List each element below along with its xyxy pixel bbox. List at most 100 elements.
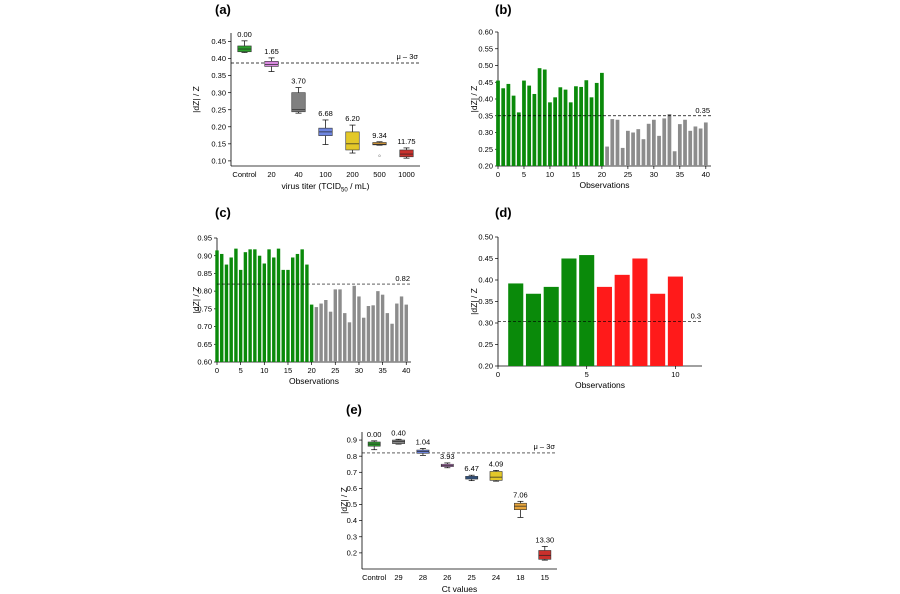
bar — [248, 249, 252, 362]
x-axis-label: Observations — [579, 180, 629, 190]
box-3 — [318, 119, 333, 145]
bar — [543, 286, 559, 366]
box-body — [264, 61, 279, 67]
y-tick-label: 0.45 — [478, 78, 493, 87]
bar — [395, 303, 399, 362]
y-axis-label: |dZ| / Z — [469, 86, 479, 113]
y-tick-label: 0.70 — [197, 322, 212, 331]
bar — [614, 274, 630, 366]
x-tick-label: 35 — [676, 170, 684, 179]
x-axis-label: Observations — [289, 376, 339, 386]
bar — [683, 119, 687, 166]
bar — [404, 304, 408, 362]
panel-d: (d)0.200.250.300.350.400.450.50|dZ| / Z0… — [469, 205, 702, 390]
bar — [238, 269, 243, 362]
y-tick-label: 0.15 — [211, 139, 226, 148]
x-tick-label: 0 — [496, 370, 500, 379]
x-axis-label: virus titer (TCID50 / mL) — [282, 181, 370, 194]
box-body — [345, 131, 360, 151]
bar — [333, 289, 337, 362]
bar — [343, 313, 347, 362]
x-tick-label: 0 — [496, 170, 500, 179]
bar — [636, 129, 641, 166]
y-tick-label: 0.85 — [197, 269, 212, 278]
bar — [501, 88, 506, 166]
box-5 — [489, 470, 503, 482]
bar — [229, 257, 233, 362]
box-body — [399, 149, 414, 158]
bar — [579, 86, 583, 166]
data-label: 13.30 — [535, 535, 554, 544]
box-body — [291, 92, 306, 113]
bar — [672, 151, 677, 166]
y-tick-label: 0.40 — [478, 276, 493, 285]
panel-label-d: (d) — [495, 205, 512, 220]
bar — [657, 135, 661, 166]
bar — [596, 286, 612, 366]
x-tick-label: 10 — [546, 170, 554, 179]
y-axis-label: |dZ| / Z — [339, 487, 349, 514]
bar — [220, 253, 224, 362]
box-3 — [440, 462, 454, 469]
bar — [243, 252, 248, 362]
threshold-label: μ – 3σ — [397, 52, 419, 61]
x-tick-label: 15 — [284, 366, 292, 375]
y-tick-label: 0.30 — [211, 88, 226, 97]
data-label: 1.65 — [264, 47, 279, 56]
bar — [385, 313, 390, 362]
bar — [579, 255, 595, 366]
y-tick-label: 0.40 — [478, 95, 493, 104]
y-tick-label: 0.25 — [478, 340, 493, 349]
x-tick-label: 40 — [702, 170, 710, 179]
data-label: 0.40 — [391, 428, 406, 437]
panel-b: (b) 0.20 0.25 0.30 0.35 0.40 0.45 0.50 0.55 0.60 |… — [469, 2, 711, 190]
bar — [561, 258, 577, 366]
bar — [568, 102, 573, 166]
x-tick-label: 20 — [598, 170, 606, 179]
x-tick-label: 10 — [260, 366, 268, 375]
x-tick-label: 100 — [319, 170, 332, 179]
bar — [286, 269, 290, 362]
x-tick-label: 40 — [402, 366, 410, 375]
y-tick-label: 0.20 — [478, 362, 493, 371]
bar — [651, 119, 656, 166]
bar — [347, 322, 352, 362]
x-tick-label: 28 — [419, 573, 427, 582]
panel-label-e: (e) — [346, 402, 362, 417]
y-tick-label: 0.6 — [347, 484, 357, 493]
data-label: 11.75 — [397, 137, 415, 146]
box-7 — [538, 546, 552, 561]
bar — [257, 255, 262, 362]
bar — [537, 68, 542, 166]
y-tick-label: 0.35 — [478, 111, 493, 120]
x-tick-label: 26 — [443, 573, 451, 582]
bar — [328, 311, 333, 362]
bar — [366, 306, 371, 362]
bar — [522, 80, 526, 166]
bar — [646, 123, 651, 166]
bar — [620, 147, 625, 166]
data-label: 3.70 — [291, 77, 306, 86]
y-tick-label: 0.7 — [347, 468, 357, 477]
bar — [511, 95, 516, 166]
x-tick-label: Control — [232, 170, 257, 179]
bar — [276, 248, 281, 362]
bar — [376, 291, 380, 362]
bar — [224, 264, 229, 362]
y-tick-label: 0.45 — [211, 37, 226, 46]
bar — [496, 80, 500, 166]
y-tick-label: 0.8 — [347, 452, 357, 461]
data-label: 4.09 — [489, 459, 504, 468]
data-label: 9.34 — [372, 131, 387, 140]
y-tick-label: 0.20 — [478, 162, 493, 171]
box-body — [538, 550, 552, 560]
bar — [610, 119, 615, 166]
y-tick-label: 0.5 — [347, 500, 357, 509]
y-tick-label: 0.30 — [478, 128, 493, 137]
y-axis-label: |dZ| / Z — [191, 287, 201, 314]
bar — [324, 300, 328, 362]
y-tick-label: 0.3 — [347, 532, 357, 541]
x-tick-label: Control — [362, 573, 387, 582]
bar — [215, 250, 219, 362]
